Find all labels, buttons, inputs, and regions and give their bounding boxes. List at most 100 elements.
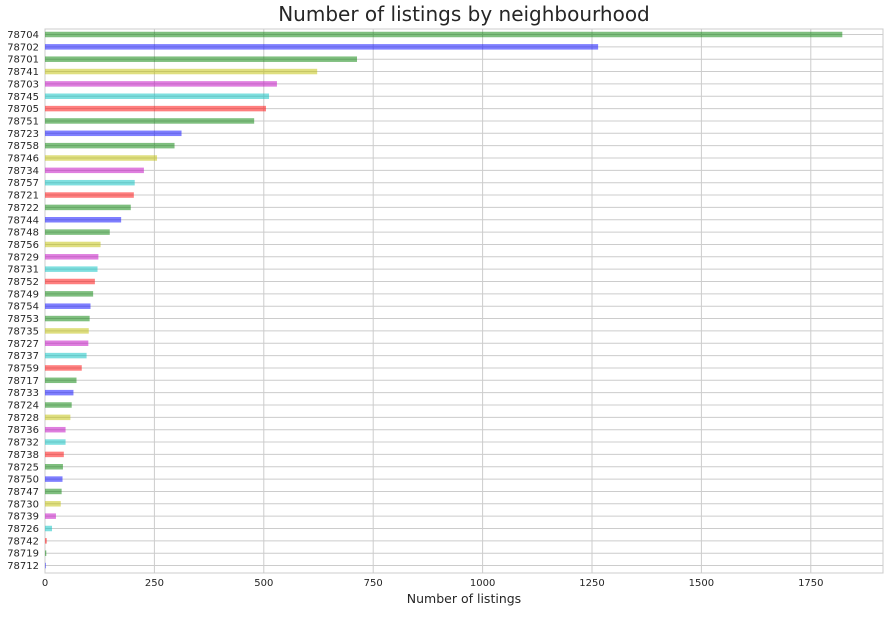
- bar-78752: [45, 278, 95, 285]
- y-tick-label: 78727: [7, 339, 39, 350]
- y-tick-label: 78703: [7, 79, 39, 90]
- y-tick-label: 78736: [7, 425, 39, 436]
- y-tick-label: 78721: [7, 191, 39, 202]
- bar-78703: [45, 81, 277, 87]
- bar-78701: [45, 56, 358, 62]
- y-tick-label: 78759: [7, 363, 39, 374]
- x-axis-label: Number of listings: [407, 591, 521, 606]
- bar-78753: [45, 315, 90, 322]
- bar-78736: [45, 426, 66, 433]
- bar-78722: [45, 204, 131, 211]
- x-tick-label: 1500: [689, 578, 714, 589]
- y-tick-label: 78758: [7, 141, 39, 152]
- y-tick-label: 78746: [7, 154, 39, 165]
- bar-78734: [45, 167, 144, 174]
- bar-78731: [45, 266, 98, 272]
- bar-78719: [45, 550, 47, 556]
- y-tick-label: 78744: [7, 215, 39, 226]
- bars: [45, 31, 843, 569]
- x-tick-label: 1000: [470, 578, 495, 589]
- y-tick-label: 78733: [7, 388, 39, 399]
- bar-78726: [45, 525, 53, 532]
- y-tick-label: 78717: [7, 376, 39, 387]
- y-tick-label: 78704: [7, 30, 39, 41]
- y-tick-label: 78745: [7, 92, 39, 103]
- y-tick-label: 78748: [7, 228, 39, 239]
- y-tick-label: 78701: [7, 55, 39, 66]
- y-tick-label: 78719: [7, 549, 39, 560]
- bar-78733: [45, 389, 74, 396]
- y-tick-label: 78726: [7, 524, 39, 535]
- bar-78728: [45, 414, 71, 421]
- y-tick-label: 78752: [7, 277, 39, 288]
- bar-78739: [45, 513, 56, 519]
- y-tick-label: 78747: [7, 487, 39, 498]
- bar-78721: [45, 192, 134, 198]
- bar-78702: [45, 44, 599, 50]
- bar-78745: [45, 93, 270, 99]
- y-tick-label: 78723: [7, 129, 39, 140]
- bar-78735: [45, 328, 89, 334]
- bar-78757: [45, 179, 135, 186]
- chart-title: Number of listings by neighbourhood: [278, 2, 650, 26]
- bar-78704: [45, 31, 843, 38]
- bar-78748: [45, 229, 110, 235]
- x-tick-label: 250: [145, 578, 164, 589]
- bar-78754: [45, 303, 91, 309]
- bar-78730: [45, 501, 61, 507]
- bar-78738: [45, 451, 64, 458]
- bar-78725: [45, 464, 63, 470]
- x-tick-labels: 0 250 500 750 1000 1250 1500 1750: [42, 578, 824, 589]
- y-tick-label: 78705: [7, 104, 39, 115]
- bar-78747: [45, 488, 62, 495]
- bar-78705: [45, 105, 266, 112]
- y-tick-label: 78738: [7, 450, 39, 461]
- y-tick-label: 78732: [7, 438, 39, 449]
- y-tick-label: 78722: [7, 203, 39, 214]
- y-tick-label: 78753: [7, 314, 39, 325]
- y-tick-label: 78734: [7, 166, 39, 177]
- bar-78749: [45, 291, 94, 297]
- y-tick-label: 78724: [7, 401, 39, 412]
- y-tick-label: 78728: [7, 413, 39, 424]
- bar-78758: [45, 142, 175, 149]
- bar-78732: [45, 439, 66, 445]
- bar-78751: [45, 118, 255, 124]
- bar-78742: [45, 538, 47, 544]
- y-tick-label: 78735: [7, 326, 39, 337]
- y-tick-label: 78737: [7, 351, 39, 362]
- bar-78717: [45, 377, 77, 384]
- x-tick-label: 0: [42, 578, 48, 589]
- y-tick-label: 78725: [7, 462, 39, 473]
- y-tick-label: 78754: [7, 302, 39, 313]
- y-tick-label: 78742: [7, 536, 39, 547]
- x-tick-label: 1750: [798, 578, 823, 589]
- y-tick-label: 78750: [7, 475, 39, 486]
- bar-78741: [45, 68, 318, 75]
- bar-78712: [45, 562, 46, 569]
- bar-78744: [45, 217, 122, 223]
- bar-78759: [45, 365, 82, 371]
- y-tick-label: 78749: [7, 289, 39, 300]
- x-tick-label: 500: [254, 578, 273, 589]
- x-tick-label: 750: [364, 578, 383, 589]
- bar-78746: [45, 155, 158, 161]
- bar-78737: [45, 352, 87, 359]
- y-tick-label: 78756: [7, 240, 39, 251]
- y-tick-label: 78739: [7, 512, 39, 523]
- y-tick-label: 78702: [7, 42, 39, 53]
- y-tick-label: 78757: [7, 178, 39, 189]
- bar-78729: [45, 254, 99, 260]
- x-tick-label: 1250: [579, 578, 604, 589]
- y-tick-label: 78751: [7, 116, 39, 127]
- y-tick-label: 78741: [7, 67, 39, 78]
- y-tick-label: 78729: [7, 252, 39, 263]
- bar-78756: [45, 241, 101, 248]
- y-tick-label: 78731: [7, 265, 39, 276]
- y-tick-label: 78730: [7, 499, 39, 510]
- y-tick-label: 78712: [7, 561, 39, 572]
- bar-78750: [45, 476, 63, 482]
